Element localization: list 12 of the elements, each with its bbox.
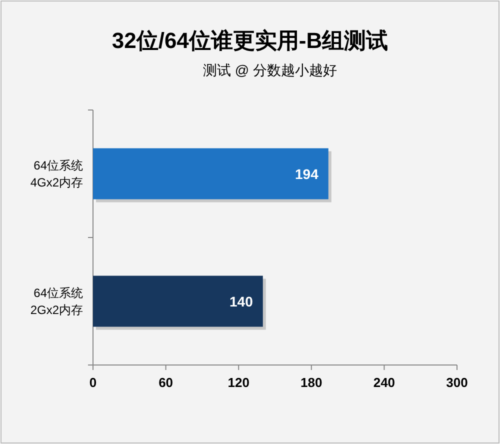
- chart-title: 32位/64位谁更实用-B组测试: [112, 28, 388, 53]
- y-tick-label: 64位系统 4Gx2内存: [30, 158, 83, 190]
- data-label: 140: [230, 293, 254, 310]
- chart-subtitle: 测试 @ 分数越小越好: [203, 62, 337, 78]
- x-tick-label: 240: [373, 375, 396, 390]
- x-tick-label: 60: [158, 375, 174, 390]
- x-tick-label: 0: [89, 375, 97, 390]
- x-tick-label: 180: [300, 375, 322, 390]
- data-label: 194: [295, 166, 319, 182]
- x-tick-label: 300: [446, 375, 468, 390]
- x-tick-label: 120: [228, 375, 250, 390]
- y-tick-label: 64位系统 2Gx2内存: [30, 286, 83, 317]
